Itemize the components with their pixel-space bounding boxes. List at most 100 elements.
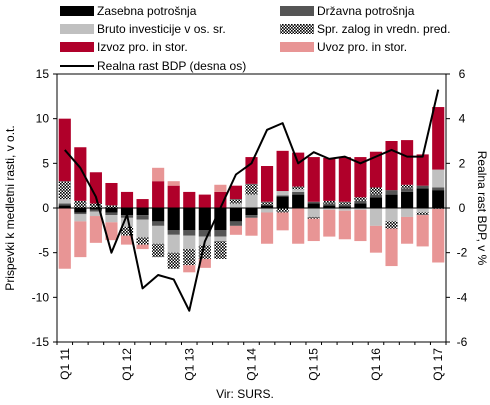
- bar-uvoz-14: [276, 212, 289, 231]
- bar-izvoz-11: [229, 185, 243, 200]
- bar-uvoz-18: [338, 210, 351, 240]
- bar-investicije-19: [354, 208, 367, 210]
- bar-drzavna-16: [307, 201, 320, 204]
- bar-drzavna-0: [58, 203, 71, 206]
- legend-swatch-investicije: [60, 24, 94, 34]
- bar-investicije-2: [89, 211, 102, 217]
- legend: Zasebna potrošnja Državna potrošnja Brut…: [60, 4, 450, 73]
- y-tick-label: 5: [42, 156, 49, 170]
- x-tick-label: Q1 11: [58, 348, 72, 380]
- bar-uvoz-13: [260, 212, 274, 244]
- x-tick-label: Q1 13: [182, 348, 196, 381]
- bar-zalog-12: [245, 183, 258, 195]
- bar-drzavna-21: [385, 190, 398, 195]
- bar-izvoz-2: [89, 172, 102, 204]
- bar-drzavna-9: [198, 230, 211, 237]
- bar-drzavna-14: [276, 195, 289, 197]
- bar-zasebna-7: [167, 208, 180, 231]
- bar-zalog-6: [152, 243, 165, 258]
- bar-drzavna-23: [416, 185, 429, 189]
- bar-uvoz-8: [183, 265, 196, 273]
- bar-drzavna-20: [369, 194, 383, 198]
- legend-swatch-zalog: [280, 24, 314, 34]
- bar-izvoz-17: [323, 157, 336, 201]
- bar-zasebna-4: [120, 208, 134, 216]
- bar-zasebna-19: [354, 203, 367, 208]
- y2-tick-label: -4: [457, 290, 468, 304]
- bar-izvoz-24: [432, 107, 445, 170]
- y2-tick-label: 6: [459, 67, 466, 81]
- bar-zasebna-8: [183, 208, 196, 231]
- y-tick-label: 10: [36, 112, 50, 126]
- bar-investicije-15: [292, 189, 305, 192]
- bar-drzavna-12: [245, 215, 258, 218]
- legend-swatch-zasebna: [60, 6, 94, 16]
- bar-izvoz-3: [105, 182, 118, 206]
- legend-swatch-izvoz: [60, 42, 94, 52]
- bar-zalog-5: [136, 237, 149, 245]
- bar-zalog-2: [89, 203, 102, 208]
- bar-drzavna-5: [136, 215, 149, 220]
- bar-zasebna-6: [152, 208, 165, 222]
- bar-drzavna-2: [89, 209, 102, 212]
- bar-investicije-17: [323, 208, 336, 210]
- bar-investicije-21: [385, 208, 398, 222]
- bar-zasebna-12: [245, 208, 258, 216]
- x-tick-label: Q1 17: [431, 348, 445, 381]
- bar-izvoz-8: [183, 191, 196, 208]
- bar-izvoz-10: [214, 191, 227, 208]
- bar-uvoz-17: [323, 209, 336, 237]
- bar-uvoz-12: [245, 217, 258, 236]
- bar-zalog-0: [58, 181, 71, 200]
- bar-zasebna-9: [198, 208, 211, 231]
- bar-zasebna-15: [292, 194, 305, 208]
- bar-uvoz-9: [198, 258, 211, 268]
- bar-zalog-15: [292, 186, 305, 190]
- bar-drzavna-24: [432, 187, 445, 191]
- bar-investicije-18: [338, 208, 351, 211]
- bar-uvoz-24: [432, 208, 445, 263]
- bar-drzavna-10: [214, 230, 227, 237]
- bar-uvoz-23: [416, 215, 429, 247]
- bar-investicije-20: [369, 208, 383, 226]
- bar-investicije-22: [401, 208, 414, 217]
- bar-izvoz-16: [307, 157, 320, 202]
- x-tick-label: Q1 16: [369, 348, 383, 381]
- legend-label-investicije: Bruto investicije v os. sr.: [97, 22, 226, 36]
- bar-drzavna-17: [323, 203, 336, 206]
- bar-investicije-14: [276, 191, 289, 196]
- bar-drzavna-18: [338, 204, 351, 207]
- bar-investicije-1: [74, 214, 87, 222]
- bar-investicije-7: [167, 234, 180, 253]
- bar-zasebna-2: [89, 208, 102, 210]
- y-tick-label: 0: [42, 201, 49, 215]
- bar-uvoz-15: [292, 208, 305, 244]
- bar-izvoz-9: [198, 194, 211, 208]
- bar-investicije-3: [105, 215, 118, 223]
- bar-investicije-16: [307, 208, 320, 217]
- legend-label-izvoz: Izvoz pro. in stor.: [97, 40, 188, 54]
- legend-label-uvoz: Uvoz pro. in stor.: [317, 40, 407, 54]
- bar-drzavna-15: [292, 191, 305, 195]
- bar-zalog-1: [74, 200, 87, 208]
- bar-izvoz-7: [167, 185, 180, 208]
- x-tick-label: Q1 14: [245, 348, 259, 381]
- bar-uvoz-21: [385, 228, 398, 267]
- bar-drzavna-3: [105, 212, 118, 216]
- bar-izvoz-4: [120, 191, 134, 208]
- y-tick-label: -15: [32, 335, 50, 349]
- bar-drzavna-6: [152, 221, 165, 226]
- bar-uvoz-10: [214, 184, 227, 192]
- y2-tick-label: -2: [457, 246, 468, 260]
- bar-investicije-24: [432, 169, 445, 188]
- bar-zasebna-1: [74, 208, 87, 213]
- bar-izvoz-6: [152, 181, 165, 208]
- y-tick-label: 15: [36, 67, 50, 81]
- legend-label-zasebna: Zasebna potrošnja: [97, 4, 197, 18]
- bar-zasebna-0: [58, 205, 71, 208]
- bar-drzavna-22: [401, 188, 414, 192]
- bar-zalog-7: [167, 252, 180, 269]
- bar-zalog-13: [260, 201, 274, 205]
- bar-investicije-23: [416, 208, 429, 213]
- bar-zalog-4: [120, 226, 134, 236]
